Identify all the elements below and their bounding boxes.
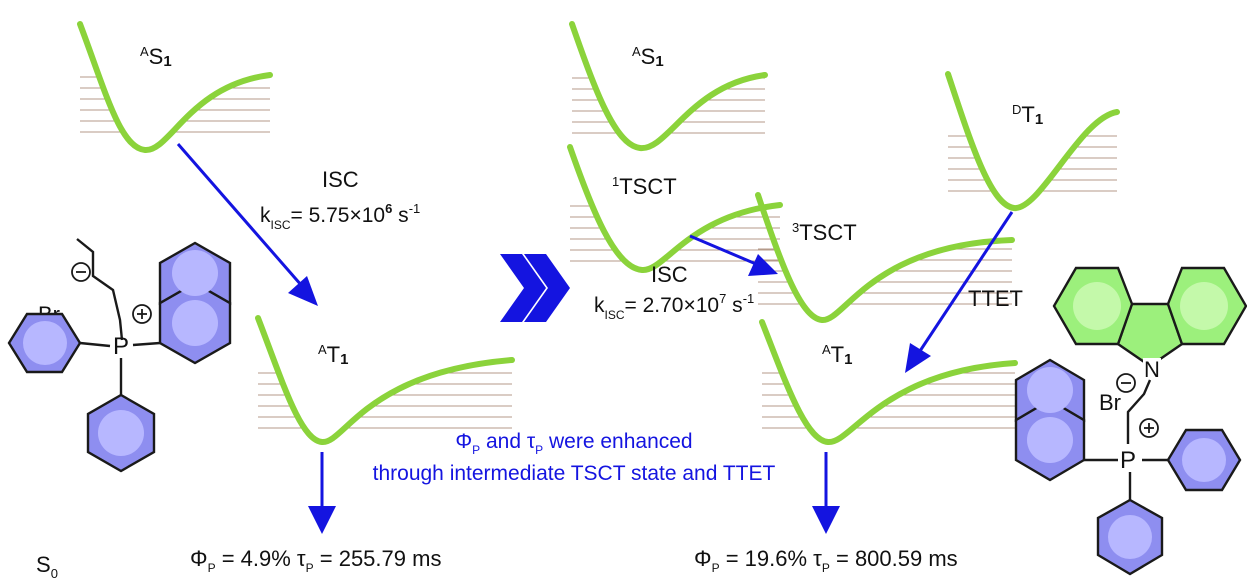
s0-label: S0 — [36, 552, 58, 581]
enhancement-note-line1: ΦP and τP were enhanced — [455, 430, 692, 457]
negative-charge-icon — [71, 262, 91, 282]
br-label-right: Br — [1099, 390, 1121, 415]
well-right-as1 — [569, 21, 768, 152]
negative-charge-icon — [1116, 373, 1136, 393]
naphthyl-left — [158, 241, 232, 365]
well-left-at1 — [255, 315, 515, 445]
dt1-label: DT1 — [1012, 102, 1043, 128]
phi-tau-left: ΦP = 4.9% τP = 255.79 ms — [190, 546, 441, 575]
as1-label-right: AS1 — [632, 44, 664, 70]
positive-charge-icon — [1139, 418, 1159, 438]
well-right-dt1 — [945, 71, 1120, 211]
emission-arrow-left — [308, 452, 336, 534]
at1-label-right: AT1 — [822, 342, 852, 368]
phenyl-ring-bottom-left — [86, 393, 156, 473]
enhancement-note-line2: through intermediate TSCT state and TTET — [373, 462, 776, 485]
left-molecule: Br P — [7, 238, 232, 473]
n-label: N — [1144, 357, 1160, 382]
isc-label-right: ISC — [651, 262, 688, 287]
at1-label-left: AT1 — [318, 342, 348, 368]
phenyl-ring-bottom-right — [1096, 498, 1164, 576]
kisc-right: kISC= 2.70×107 s-1 — [594, 291, 754, 322]
p-label-right: P — [1120, 447, 1136, 474]
well-right-at1 — [759, 319, 1018, 445]
naphthyl-right — [1014, 358, 1086, 482]
emission-arrow-right — [812, 452, 840, 534]
carbazole-unit — [1052, 266, 1247, 368]
transition-chevron-icon — [500, 254, 570, 322]
phi-tau-right: ΦP = 19.6% τP = 800.59 ms — [694, 546, 958, 575]
p-label-left: P — [113, 333, 129, 360]
ttet-arrow — [905, 211, 1014, 373]
isc-label-left: ISC — [322, 167, 359, 192]
positive-charge-icon — [132, 304, 152, 324]
1tsct-label: 1TSCT — [612, 174, 677, 199]
well-right-1tsct — [567, 144, 783, 273]
ttet-label: TTET — [968, 286, 1023, 311]
well-left-as1 — [77, 21, 273, 153]
3tsct-label: 3TSCT — [792, 220, 857, 245]
isc-arrow-left — [176, 143, 318, 306]
as1-label-left: AS1 — [140, 44, 172, 70]
right-molecule: N Br P — [1014, 266, 1247, 576]
phenyl-ring-left — [7, 312, 82, 374]
isc-arrow-right — [689, 234, 778, 276]
phenyl-ring-right — [1166, 428, 1242, 492]
kisc-left: kISC= 5.75×106 s-1 — [260, 201, 420, 232]
